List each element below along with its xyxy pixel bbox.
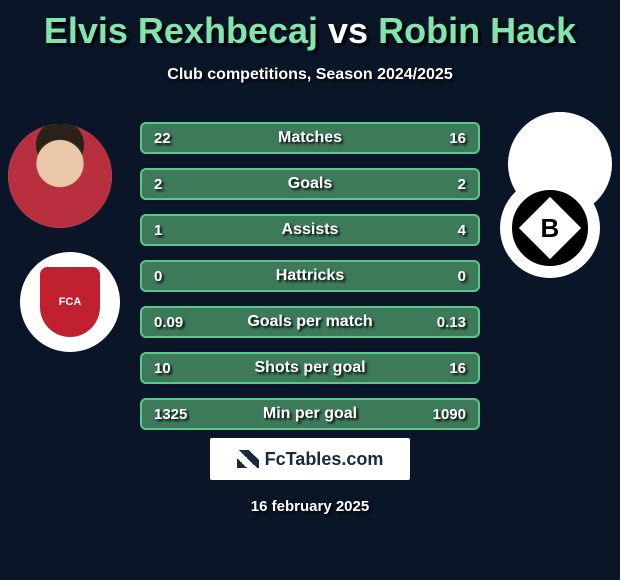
stat-value-right: 0 (418, 268, 478, 285)
season-subtitle: Club competitions, Season 2024/2025 (0, 66, 620, 84)
fca-badge-text: FCA (59, 296, 82, 308)
stat-value-left: 1 (142, 222, 202, 239)
stat-value-left: 2 (142, 176, 202, 193)
bmg-circle-icon: B (508, 186, 592, 270)
stat-row: 1Assists4 (140, 214, 480, 246)
stat-value-left: 0.09 (142, 314, 202, 331)
stat-label: Goals per match (202, 313, 418, 331)
stat-row: 1325Min per goal1090 (140, 398, 480, 430)
stat-value-right: 2 (418, 176, 478, 193)
stat-label: Hattricks (202, 267, 418, 285)
comparison-title: Elvis Rexhbecaj vs Robin Hack (0, 0, 620, 52)
player1-club-badge: FCA (20, 252, 120, 352)
player2-club-badge: B (500, 178, 600, 278)
player1-face (8, 124, 112, 228)
player1-avatar (8, 124, 112, 228)
stat-row: 0Hattricks0 (140, 260, 480, 292)
stat-value-left: 1325 (142, 406, 202, 423)
fca-shield-icon: FCA (40, 267, 100, 337)
stat-value-right: 16 (418, 130, 478, 147)
stat-value-right: 4 (418, 222, 478, 239)
vs-text: vs (328, 10, 368, 51)
bmg-diamond-icon: B (519, 197, 581, 259)
stat-row: 10Shots per goal16 (140, 352, 480, 384)
branding-badge: FcTables.com (210, 438, 410, 480)
fctables-logo-icon (237, 450, 259, 468)
stat-bars-container: 22Matches162Goals21Assists40Hattricks00.… (140, 122, 480, 444)
player2-avatar-shape (520, 112, 600, 152)
stat-value-left: 22 (142, 130, 202, 147)
player1-name: Elvis Rexhbecaj (44, 10, 318, 51)
stat-label: Matches (202, 129, 418, 147)
stat-row: 0.09Goals per match0.13 (140, 306, 480, 338)
branding-text: FcTables.com (265, 449, 384, 470)
player2-name: Robin Hack (378, 10, 576, 51)
stat-value-right: 0.13 (418, 314, 478, 331)
stat-label: Shots per goal (202, 359, 418, 377)
stat-label: Assists (202, 221, 418, 239)
stat-row: 22Matches16 (140, 122, 480, 154)
stat-label: Goals (202, 175, 418, 193)
stat-value-right: 16 (418, 360, 478, 377)
stat-label: Min per goal (202, 405, 418, 423)
stat-value-right: 1090 (418, 406, 478, 423)
stat-value-left: 0 (142, 268, 202, 285)
snapshot-date: 16 february 2025 (0, 498, 620, 515)
bmg-badge-letter: B (541, 213, 560, 244)
stat-row: 2Goals2 (140, 168, 480, 200)
stat-value-left: 10 (142, 360, 202, 377)
